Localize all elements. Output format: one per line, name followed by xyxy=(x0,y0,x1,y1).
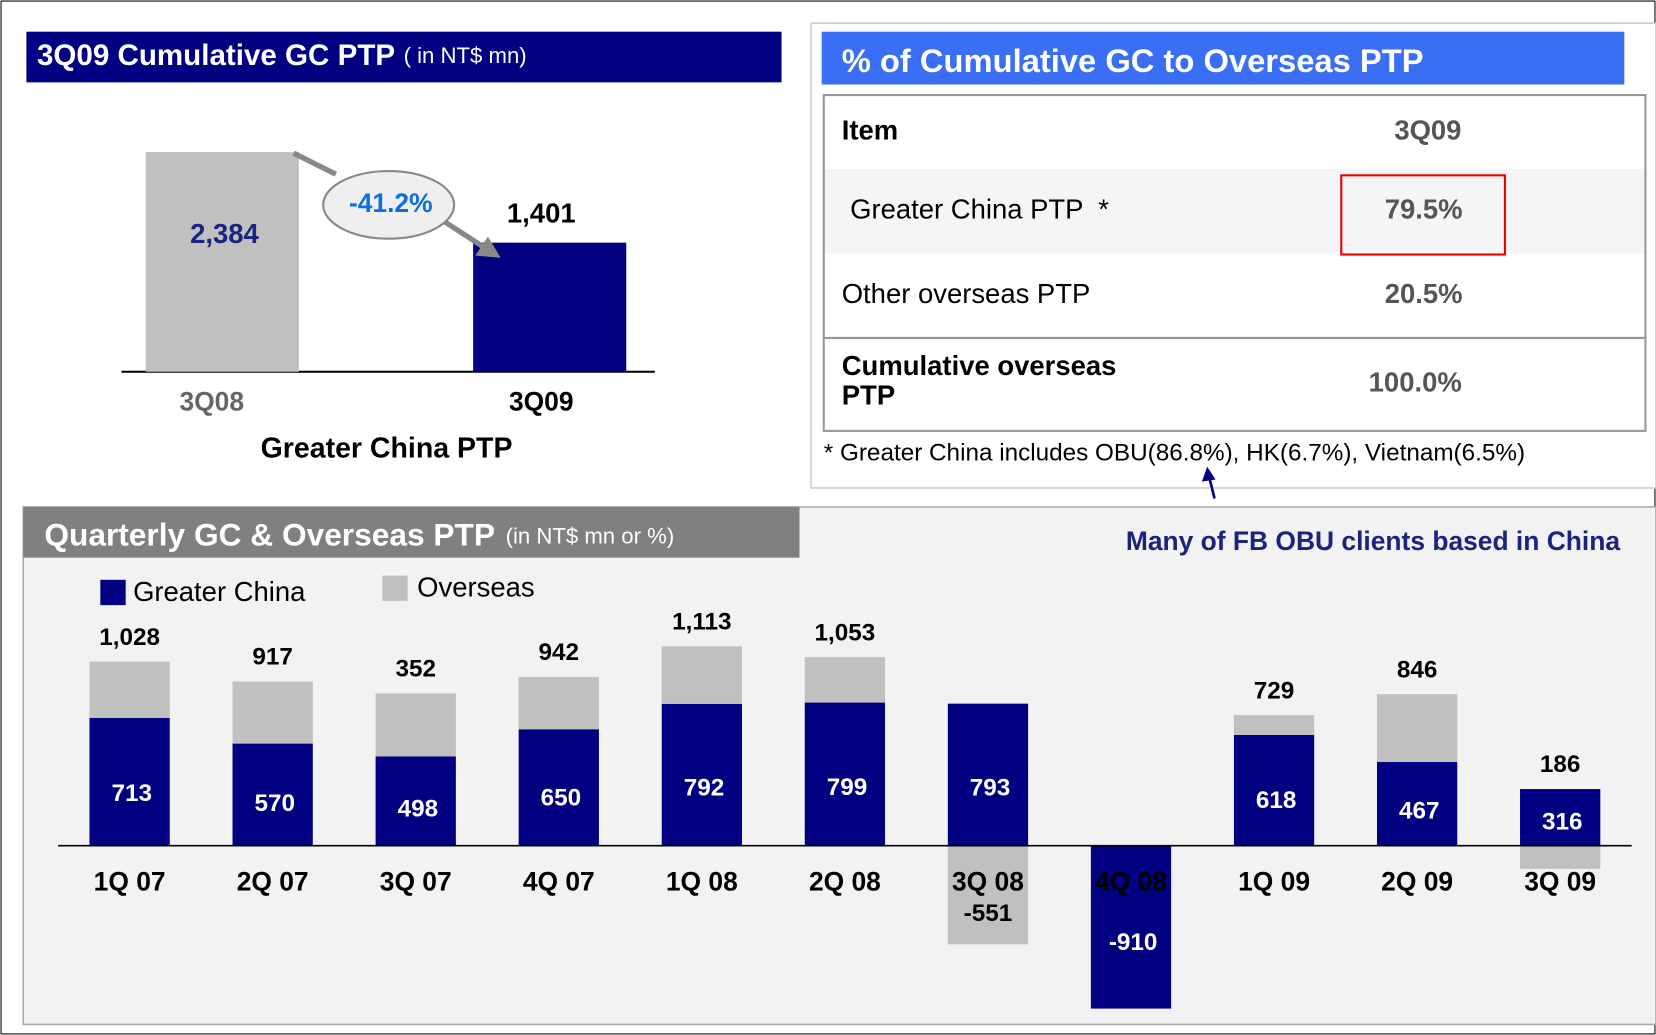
data-label: 792 xyxy=(684,774,725,801)
chart-title: 3Q09 Cumulative GC PTP ( in NT$ mn) xyxy=(37,39,527,72)
legend-swatch xyxy=(382,575,408,601)
bar-segment xyxy=(375,756,456,846)
x-tick-label: 3Q 09 xyxy=(1524,867,1596,897)
callout-arrow xyxy=(1207,477,1216,499)
table-panel xyxy=(810,22,1656,489)
x-tick-label: 2Q 07 xyxy=(237,867,309,897)
bar-segment xyxy=(1233,715,1315,735)
column-header: 3Q09 xyxy=(1394,114,1461,145)
data-label: 650 xyxy=(541,785,582,812)
legend-label: Greater China xyxy=(133,576,306,607)
data-label: 316 xyxy=(1542,808,1583,835)
x-axis-label: Greater China PTP xyxy=(261,432,513,464)
annotation: -41.2% xyxy=(349,188,433,218)
legend-label: Overseas xyxy=(417,572,534,603)
bar-segment xyxy=(89,661,170,718)
table-cell: Other overseas PTP xyxy=(842,278,1091,309)
x-tick-label: 1Q 07 xyxy=(94,867,166,897)
subtitle: ( in NT$ mn) xyxy=(404,43,527,68)
bar-segment xyxy=(232,681,313,744)
table-border xyxy=(822,93,1647,432)
bar xyxy=(145,152,299,372)
change-arrow xyxy=(440,217,486,250)
x-tick-label: 1Q 09 xyxy=(1238,867,1310,897)
title-bar xyxy=(23,506,800,558)
bar-segment xyxy=(661,646,742,704)
data-label: 467 xyxy=(1399,798,1440,825)
bar-segment xyxy=(1520,845,1601,869)
table-cell: Greater China PTP * xyxy=(850,193,1109,224)
bar-segment xyxy=(947,845,1029,945)
table-cell: 100.0% xyxy=(1369,367,1462,398)
x-tick-label: 3Q09 xyxy=(509,386,574,416)
bar-segment xyxy=(661,703,742,846)
column-header: Item xyxy=(842,114,898,145)
annotation-bubble xyxy=(322,170,456,240)
bar-segment xyxy=(1376,694,1458,763)
total-label: 352 xyxy=(395,656,436,683)
bar-segment xyxy=(518,729,599,846)
data-label: -910 xyxy=(1109,929,1158,956)
x-tick-label: 4Q 07 xyxy=(523,867,595,897)
x-tick-label: 2Q 08 xyxy=(809,867,881,897)
title: 3Q09 Cumulative GC PTP xyxy=(37,39,395,72)
bar-segment xyxy=(232,743,313,846)
x-tick-label: 2Q 09 xyxy=(1381,867,1453,897)
x-tick-label: 3Q 07 xyxy=(380,867,452,897)
data-label: 498 xyxy=(398,795,439,822)
bar-segment xyxy=(1520,789,1601,846)
x-tick-label: 3Q08 xyxy=(179,386,244,416)
data-label: 1,401 xyxy=(507,197,576,228)
total-label: 942 xyxy=(539,639,580,666)
data-label: -551 xyxy=(964,900,1013,927)
data-label: 799 xyxy=(827,774,868,801)
table-cell: 20.5% xyxy=(1385,278,1463,309)
x-tick-label: 1Q 08 xyxy=(666,867,738,897)
arrow-head xyxy=(475,236,501,258)
footnote: * Greater China includes OBU(86.8%), HK(… xyxy=(824,440,1525,467)
total-label: 1,113 xyxy=(672,609,731,636)
total-label: 917 xyxy=(252,644,293,671)
x-tick-label: 4Q 08 xyxy=(1095,867,1167,897)
bar-segment xyxy=(1090,845,1172,1009)
bar-segment xyxy=(89,717,170,846)
bar xyxy=(473,242,627,372)
table-title: % of Cumulative GC to Overseas PTP xyxy=(842,42,1424,79)
arrow-head xyxy=(1201,466,1216,482)
table-cell: 79.5% xyxy=(1385,193,1463,224)
callout: Many of FB OBU clients based in China xyxy=(1126,526,1620,556)
total-label: 846 xyxy=(1397,656,1438,683)
bar-segment xyxy=(804,657,886,703)
legend-swatch xyxy=(100,579,126,606)
total-label: 729 xyxy=(1254,677,1295,704)
title-bar xyxy=(26,31,782,83)
data-label: 713 xyxy=(111,780,152,807)
data-label: 793 xyxy=(970,774,1011,801)
highlight-box xyxy=(1340,174,1507,256)
total-label: 1,028 xyxy=(99,624,160,651)
x-tick-label: 3Q 08 xyxy=(952,867,1024,897)
total-label: 186 xyxy=(1540,751,1581,778)
subtitle: (in NT$ mn or %) xyxy=(506,523,675,548)
table-title-bar xyxy=(821,31,1625,85)
data-label: 618 xyxy=(1256,787,1297,814)
bar-segment xyxy=(1233,734,1315,846)
bar-segment xyxy=(518,676,599,730)
bar-segment xyxy=(375,693,456,757)
table-cell-wrap: Cumulative overseas PTP xyxy=(841,350,1117,411)
data-label: 2,384 xyxy=(190,218,259,249)
row-shade xyxy=(824,168,1645,254)
title: Quarterly GC & Overseas PTP xyxy=(44,517,495,553)
data-label: 570 xyxy=(255,790,296,817)
change-arrow xyxy=(292,150,338,177)
table-cell: Cumulative overseas PTP xyxy=(841,350,1117,411)
chart-title: Quarterly GC & Overseas PTP (in NT$ mn or… xyxy=(44,517,674,553)
bar-segment xyxy=(1376,762,1458,846)
bar-segment xyxy=(804,702,886,846)
total-label: 1,053 xyxy=(815,619,876,646)
bar-segment xyxy=(947,703,1029,846)
